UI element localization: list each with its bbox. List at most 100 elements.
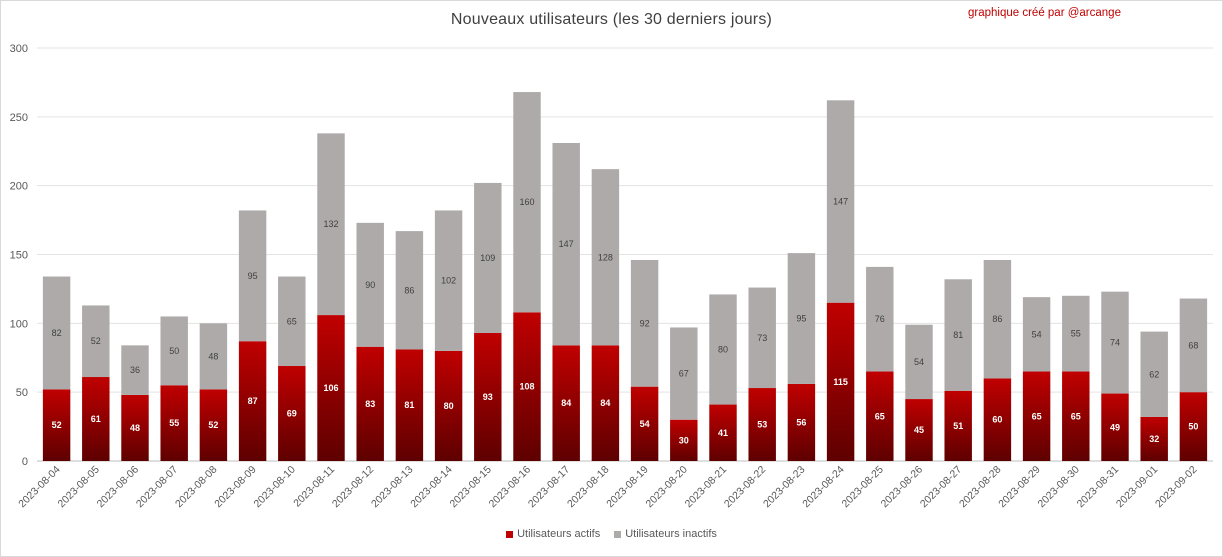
bar-inactive <box>1101 291 1129 394</box>
bar-inactive <box>1022 297 1051 372</box>
bar-inactive <box>317 133 345 316</box>
legend-item-inactive: Utilisateurs inactifs <box>614 528 717 540</box>
bar-active <box>434 350 463 461</box>
bar-inactive <box>121 345 149 395</box>
data-label-inactive: 160 <box>519 197 534 207</box>
bar-active <box>670 419 698 461</box>
data-label-active: 56 <box>796 417 806 427</box>
data-label-inactive: 54 <box>914 357 924 367</box>
data-label-active: 93 <box>483 392 493 402</box>
data-label-active: 52 <box>52 420 62 430</box>
legend-label-active: Utilisateurs actifs <box>517 528 601 540</box>
bar-active <box>591 345 620 461</box>
bar-active <box>1179 392 1208 461</box>
data-label-inactive: 95 <box>796 314 806 324</box>
data-label-active: 50 <box>1188 422 1198 432</box>
data-label-inactive: 48 <box>208 351 218 361</box>
data-label-active: 60 <box>992 415 1002 425</box>
bar-active <box>82 377 110 461</box>
bar-active <box>709 404 737 461</box>
data-label-active: 45 <box>914 425 924 435</box>
bar-active <box>238 341 267 461</box>
data-label-active: 83 <box>365 399 375 409</box>
data-label-inactive: 55 <box>1071 329 1081 339</box>
data-label-active: 108 <box>519 382 534 392</box>
data-label-active: 48 <box>130 423 140 433</box>
bar-inactive <box>395 231 424 350</box>
y-tick-label: 150 <box>10 250 28 262</box>
y-tick-label: 50 <box>16 387 28 399</box>
data-label-inactive: 81 <box>953 330 963 340</box>
data-label-active: 115 <box>833 377 848 387</box>
bar-active <box>1101 393 1129 461</box>
data-label-active: 69 <box>287 409 297 419</box>
bar-active <box>826 302 855 461</box>
legend-swatch-inactive <box>614 530 622 538</box>
y-tick-label: 300 <box>10 43 28 55</box>
data-label-inactive: 52 <box>91 336 101 346</box>
bar-active <box>513 312 541 461</box>
x-tick-label: 2023-09-02 <box>1153 464 1200 511</box>
bar-active <box>905 399 933 461</box>
bar-active <box>944 390 972 461</box>
data-label-inactive: 76 <box>875 314 885 324</box>
data-label-inactive: 54 <box>1032 329 1042 339</box>
data-label-active: 84 <box>561 398 571 408</box>
bar-inactive <box>42 276 71 390</box>
bar-active <box>199 389 228 461</box>
data-label-active: 65 <box>1032 411 1042 421</box>
bar-inactive <box>905 324 933 400</box>
bar-active <box>630 386 659 461</box>
data-label-active: 65 <box>875 411 885 421</box>
chart-credit-annotation: graphique créé par @arcange <box>968 7 1121 19</box>
data-label-inactive: 90 <box>365 280 375 290</box>
bar-inactive <box>591 169 620 346</box>
data-label-active: 32 <box>1149 434 1159 444</box>
data-label-inactive: 62 <box>1149 369 1159 379</box>
bar-active <box>278 366 306 461</box>
bar-inactive <box>278 276 306 367</box>
legend-item-active: Utilisateurs actifs <box>506 528 600 540</box>
bar-inactive <box>787 253 816 384</box>
data-label-active: 52 <box>208 420 218 430</box>
data-label-inactive: 73 <box>757 333 767 343</box>
x-tick-label: 2023-08-10 <box>251 464 298 511</box>
legend-label-inactive: Utilisateurs inactifs <box>625 528 717 540</box>
bar-inactive <box>1062 295 1090 372</box>
bar-active <box>787 383 816 461</box>
chart-legend: Utilisateurs actifs Utilisateurs inactif… <box>0 528 1223 540</box>
data-label-active: 41 <box>718 428 728 438</box>
data-label-inactive: 68 <box>1188 340 1198 350</box>
bar-inactive <box>1179 298 1208 393</box>
data-label-active: 87 <box>248 396 258 406</box>
data-label-active: 65 <box>1071 411 1081 421</box>
data-label-active: 61 <box>91 414 101 424</box>
bar-active <box>395 349 424 461</box>
bar-active <box>356 346 384 461</box>
y-tick-label: 200 <box>10 181 28 193</box>
bar-inactive <box>160 316 188 386</box>
data-label-inactive: 86 <box>992 314 1002 324</box>
data-label-inactive: 95 <box>248 271 258 281</box>
bar-inactive <box>748 287 776 389</box>
data-label-inactive: 50 <box>169 346 179 356</box>
bar-inactive <box>709 294 737 405</box>
data-label-active: 55 <box>169 418 179 428</box>
data-label-active: 54 <box>640 419 650 429</box>
bar-inactive <box>82 305 110 378</box>
bar-inactive <box>199 323 228 390</box>
y-tick-label: 100 <box>10 318 28 330</box>
data-label-active: 49 <box>1110 422 1120 432</box>
data-label-inactive: 65 <box>287 316 297 326</box>
data-label-active: 30 <box>679 435 689 445</box>
bar-active <box>1062 371 1090 461</box>
bar-active <box>866 371 894 461</box>
bar-inactive <box>826 100 855 303</box>
data-label-active: 80 <box>444 401 454 411</box>
bar-inactive <box>944 279 972 391</box>
data-label-inactive: 82 <box>52 328 62 338</box>
chart-title: Nouveaux utilisateurs (les 30 derniers j… <box>450 11 773 28</box>
bar-active <box>1022 371 1051 461</box>
